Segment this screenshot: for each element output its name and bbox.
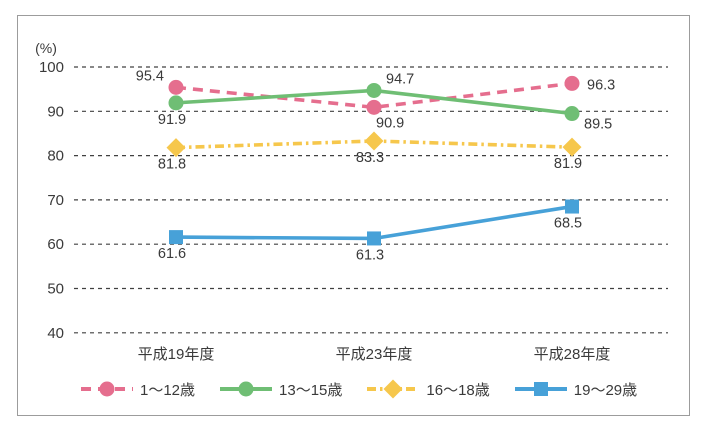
legend-circle-swatch-icon <box>81 381 133 397</box>
y-axis-tick-label: 50 <box>47 281 64 298</box>
data-point-marker-circle-icon <box>564 75 580 91</box>
x-axis-category-label: 平成28年度 <box>534 346 611 363</box>
data-point-marker-circle-icon <box>564 106 580 122</box>
x-axis-category-label: 平成23年度 <box>336 346 413 363</box>
y-axis-tick-label: 80 <box>47 148 64 165</box>
series-16〜18歳: 81.8 83.3 81.9 <box>158 131 582 173</box>
data-point-label: 91.9 <box>158 112 186 128</box>
data-point-label: 81.9 <box>554 156 582 172</box>
data-point-marker-circle-icon <box>168 79 184 95</box>
y-axis-tick-label: 40 <box>47 325 64 342</box>
data-point-marker-diamond-icon <box>364 131 384 151</box>
data-point-label: 96.3 <box>587 77 615 93</box>
data-point-marker-diamond-icon <box>166 138 186 158</box>
legend-label: 16〜18歳 <box>426 381 490 399</box>
data-point-label: 89.5 <box>584 117 612 133</box>
x-axis-category-label: 平成19年度 <box>138 346 215 363</box>
series-19〜29歳: 61.6 61.3 68.5 <box>158 199 582 263</box>
data-point-marker-circle-icon <box>366 99 382 115</box>
y-axis-unit-label: (%) <box>35 40 57 56</box>
data-point-marker-square-icon <box>367 231 381 246</box>
legend-square-swatch-icon <box>514 382 567 396</box>
series-line <box>175 81 573 110</box>
legend-item: 13〜15歳 <box>219 378 342 400</box>
data-point-label: 61.6 <box>158 246 186 262</box>
legend-marker-icon <box>533 382 548 396</box>
data-point-label: 94.7 <box>386 71 414 87</box>
data-point-marker-square-icon <box>565 199 579 214</box>
legend-item: 16〜18歳 <box>366 378 490 400</box>
chart-legend: 1〜12歳 13〜15歳 16〜18歳 19〜29歳 <box>80 378 637 400</box>
data-point-marker-square-icon <box>169 230 183 245</box>
legend-label: 19〜29歳 <box>573 381 638 399</box>
data-point-marker-circle-icon <box>168 95 184 111</box>
y-axis-tick-label: 100 <box>39 59 64 76</box>
legend-marker-icon <box>238 381 254 397</box>
series-13〜15歳: 91.9 94.7 89.5 <box>158 71 612 132</box>
legend-label: 13〜15歳 <box>279 381 343 399</box>
data-point-label: 90.9 <box>376 115 404 131</box>
data-point-label: 68.5 <box>554 216 582 232</box>
legend-label: 1〜12歳 <box>140 381 196 399</box>
data-point-label: 95.4 <box>136 68 164 84</box>
data-point-marker-diamond-icon <box>562 137 582 157</box>
chart-frame: (%) 100 90 80 70 60 50 40 平成19年度 平成23年度 平成28年度 95.4… <box>17 15 690 416</box>
legend-item: 19〜29歳 <box>514 378 637 400</box>
legend-marker-icon <box>383 379 403 399</box>
legend-marker-icon <box>99 381 115 397</box>
series-1〜12歳: 95.4 90.9 96.3 <box>136 68 615 131</box>
y-axis-tick-label: 60 <box>47 236 64 253</box>
data-point-label: 83.3 <box>356 150 384 166</box>
data-point-marker-circle-icon <box>366 82 382 98</box>
y-axis-tick-label: 70 <box>47 192 64 209</box>
data-point-label: 81.8 <box>158 157 186 173</box>
legend-circle-swatch-icon <box>220 381 273 397</box>
y-axis-tick-label: 90 <box>47 103 64 120</box>
line-chart: (%) 100 90 80 70 60 50 40 平成19年度 平成23年度 平成28年度 95.4… <box>35 40 668 363</box>
legend-item: 1〜12歳 <box>80 378 195 400</box>
legend-diamond-swatch-icon <box>367 379 420 399</box>
data-point-label: 61.3 <box>356 247 384 263</box>
